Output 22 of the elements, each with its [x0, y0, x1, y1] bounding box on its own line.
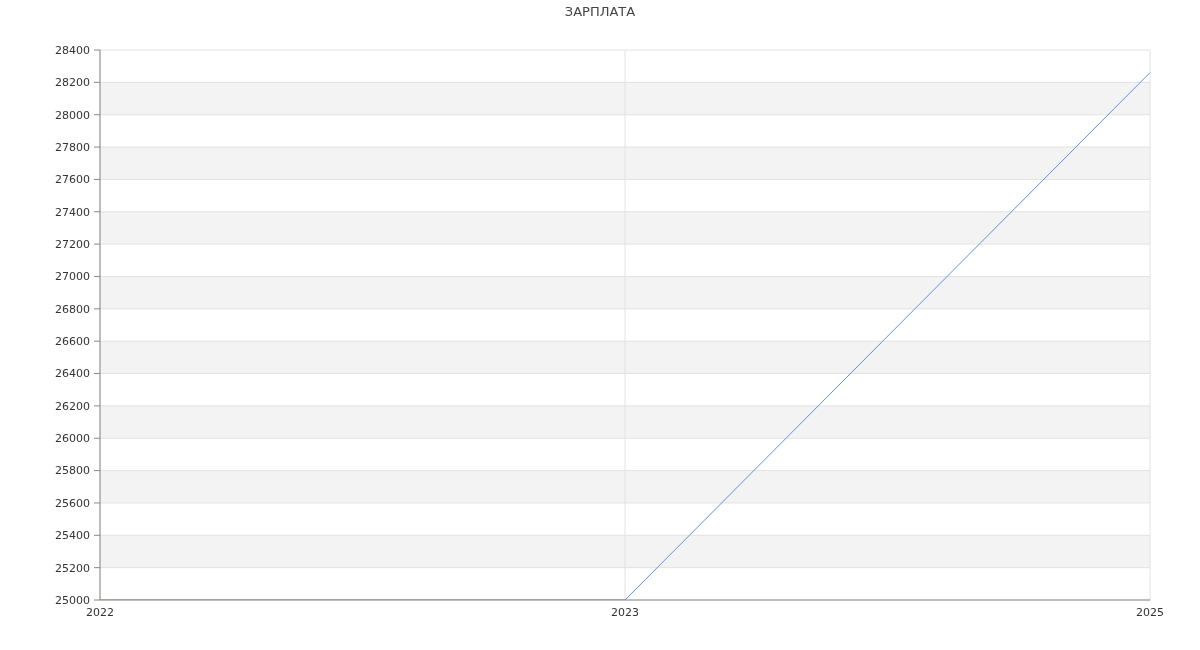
- y-tick-label: 26800: [55, 302, 90, 316]
- y-tick-label: 25400: [55, 529, 90, 543]
- y-tick-label: 28400: [55, 43, 90, 57]
- y-tick-label: 26200: [55, 399, 90, 413]
- y-tick-label: 25200: [55, 561, 90, 575]
- y-tick-label: 26000: [55, 432, 90, 446]
- y-tick-label: 28200: [55, 76, 90, 90]
- y-tick-label: 26400: [55, 367, 90, 381]
- x-tick-label: 2023: [611, 605, 639, 619]
- y-tick-label: 28000: [55, 108, 90, 122]
- y-tick-label: 25000: [55, 593, 90, 607]
- y-tick-label: 27000: [55, 270, 90, 284]
- chart-title: ЗАРПЛАТА: [563, 4, 637, 20]
- y-tick-label: 27600: [55, 173, 90, 187]
- y-tick-label: 25600: [55, 496, 90, 510]
- y-tick-label: 27800: [55, 140, 90, 154]
- y-tick-label: 26600: [55, 335, 90, 349]
- y-tick-label: 27400: [55, 205, 90, 219]
- y-tick-label: 27200: [55, 238, 90, 252]
- x-tick-label: 2022: [86, 605, 114, 619]
- x-tick-label: 2025: [1136, 605, 1164, 619]
- y-tick-label: 25800: [55, 464, 90, 478]
